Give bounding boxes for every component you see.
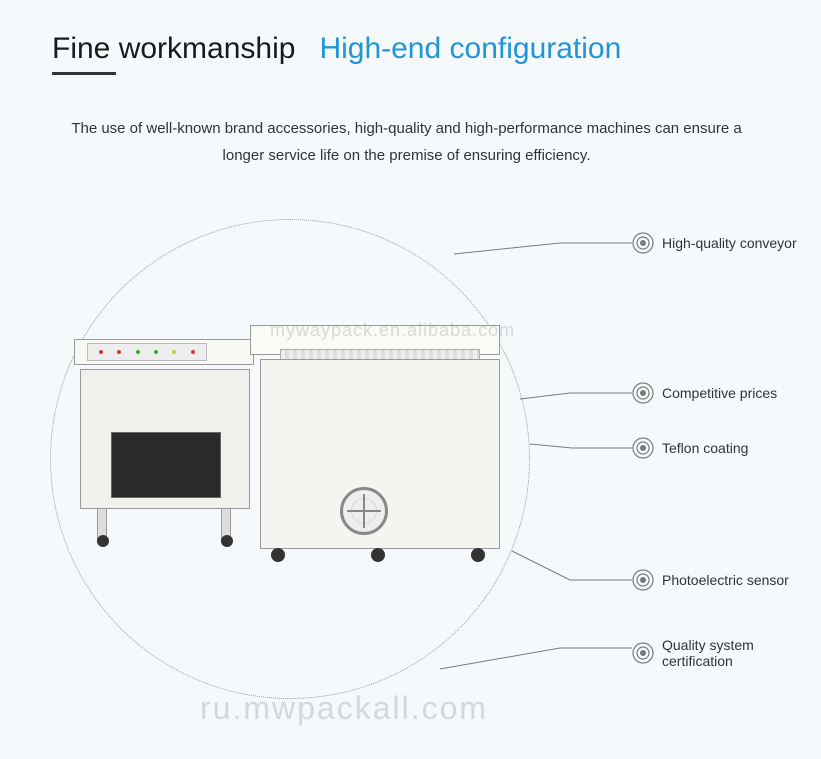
callout-label: Teflon coating [662, 440, 748, 456]
machine-control-panel [87, 343, 207, 361]
machine-illustration [80, 329, 500, 569]
leader-line [530, 444, 632, 448]
indicator-red-icon [117, 350, 121, 354]
title-row: Fine workmanship High-end configuration [52, 32, 821, 66]
bullseye-icon [632, 437, 654, 459]
diagram-area: High-quality conveyor Competitive prices… [0, 199, 821, 699]
callout-teflon: Teflon coating [632, 437, 748, 459]
leader-line [440, 648, 632, 669]
callout-label: Quality system certification [662, 637, 821, 669]
machine-legs [91, 508, 241, 548]
indicator-yellow-icon [172, 350, 176, 354]
leader-line [454, 243, 632, 254]
leader-line [520, 393, 632, 399]
tunnel-opening [111, 432, 221, 498]
leg-icon [97, 508, 107, 542]
title-dark: Fine workmanship [52, 32, 295, 66]
callout-prices: Competitive prices [632, 382, 777, 404]
description-text: The use of well-known brand accessories,… [52, 115, 761, 169]
bullseye-icon [632, 569, 654, 591]
machine-left-top [74, 339, 254, 365]
title-blue: High-end configuration [319, 32, 621, 66]
indicator-green-icon [136, 350, 140, 354]
callout-conveyor: High-quality conveyor [632, 232, 797, 254]
callout-label: Competitive prices [662, 385, 777, 401]
callout-label: Photoelectric sensor [662, 572, 789, 588]
film-wheel-icon [340, 487, 388, 535]
callout-sensor: Photoelectric sensor [632, 569, 789, 591]
machine-tunnel [80, 369, 250, 509]
leg-icon [221, 508, 231, 542]
indicator-green-icon [154, 350, 158, 354]
caster-icon [371, 548, 385, 562]
bullseye-icon [632, 642, 654, 664]
caster-icon [271, 548, 285, 562]
caster-icon [221, 535, 233, 547]
header: Fine workmanship High-end configuration [0, 0, 821, 75]
caster-icon [97, 535, 109, 547]
callout-label: High-quality conveyor [662, 235, 797, 251]
callout-certification: Quality system certification [632, 637, 821, 669]
indicator-red-icon [99, 350, 103, 354]
title-underline [52, 72, 116, 75]
indicator-red-icon [191, 350, 195, 354]
bullseye-icon [632, 232, 654, 254]
leader-line [512, 551, 632, 580]
caster-icon [471, 548, 485, 562]
bullseye-icon [632, 382, 654, 404]
